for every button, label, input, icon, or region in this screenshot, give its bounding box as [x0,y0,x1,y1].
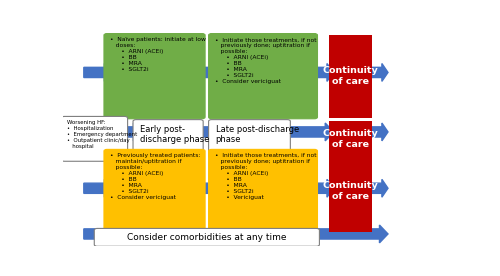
Text: •  Naïve patients: initiate at low
   doses:
      •  ARNI (ACEi)
      •  BB
  : • Naïve patients: initiate at low doses:… [110,37,206,72]
FancyArrow shape [370,63,388,81]
FancyBboxPatch shape [208,120,290,158]
FancyArrow shape [200,123,218,141]
FancyArrow shape [370,179,388,197]
FancyArrow shape [370,123,388,141]
FancyArrow shape [314,63,334,81]
FancyBboxPatch shape [104,34,205,119]
Text: •  Initiate those treatments, if not
   previously done; uptitration if
   possi: • Initiate those treatments, if not prev… [215,37,316,84]
FancyArrow shape [202,63,218,81]
Text: Early post-
discharge phase: Early post- discharge phase [140,124,209,144]
FancyBboxPatch shape [104,149,205,233]
Text: Continuity
of care: Continuity of care [322,181,378,201]
FancyArrow shape [84,63,113,81]
FancyArrow shape [84,225,388,243]
FancyArrow shape [287,123,334,141]
FancyBboxPatch shape [62,116,128,161]
FancyBboxPatch shape [208,34,318,119]
FancyBboxPatch shape [328,34,372,118]
FancyArrow shape [202,179,218,197]
FancyBboxPatch shape [208,149,318,233]
FancyBboxPatch shape [94,229,320,246]
FancyArrow shape [84,123,142,141]
Text: •  Initiate those treatments, if not
   previously done; uptitration if
   possi: • Initiate those treatments, if not prev… [215,153,316,200]
FancyBboxPatch shape [328,150,372,232]
FancyArrow shape [84,179,113,197]
Text: Consider comorbidities at any time: Consider comorbidities at any time [127,233,286,242]
Text: •  Previously treated patients:
   maintain/uptitration if
   possible:
      • : • Previously treated patients: maintain/… [110,153,200,200]
FancyArrow shape [314,179,334,197]
Text: Continuity
of care: Continuity of care [322,129,378,149]
Text: Late post-discharge
phase: Late post-discharge phase [216,124,299,144]
FancyBboxPatch shape [133,120,203,158]
FancyBboxPatch shape [328,121,372,157]
Text: Worsening HF:
•  Hospitalization
•  Emergency department
•  Outpatient clinic/da: Worsening HF: • Hospitalization • Emerge… [67,120,138,149]
Text: Continuity
of care: Continuity of care [322,66,378,86]
